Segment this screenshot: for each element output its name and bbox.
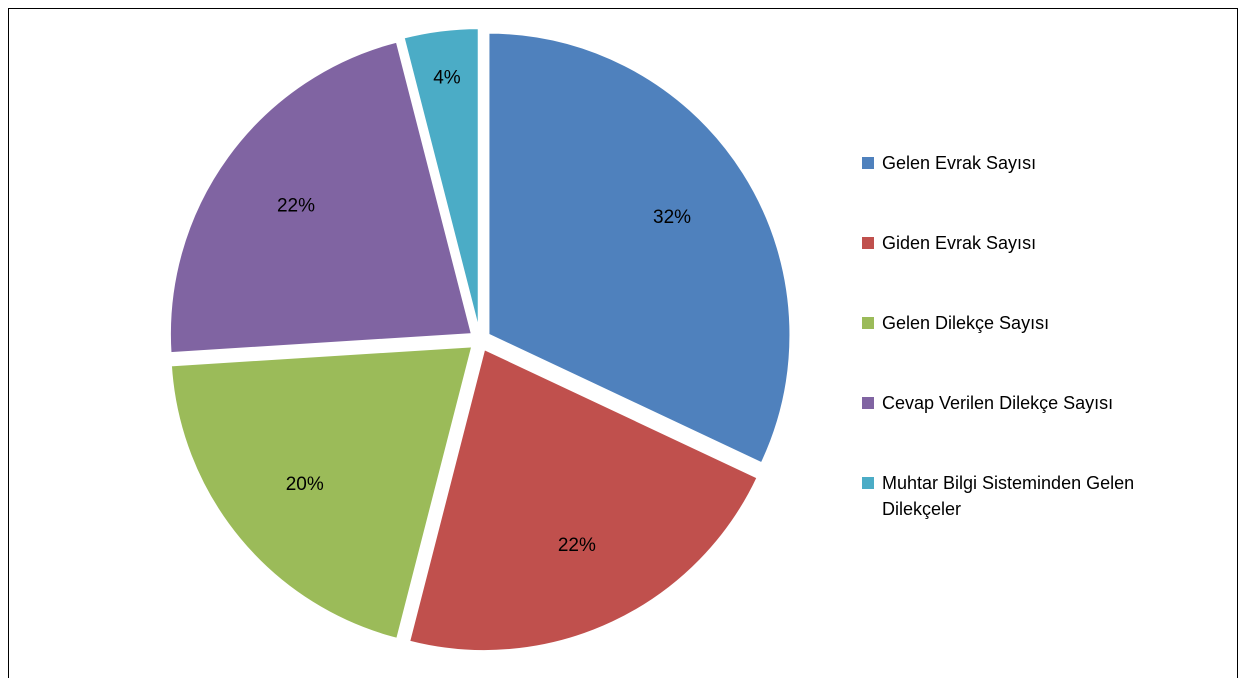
legend-item: Cevap Verilen Dilekçe Sayısı (862, 390, 1162, 416)
legend-label: Gelen Evrak Sayısı (882, 153, 1037, 173)
legend-item: Gelen Dilekçe Sayısı (862, 310, 1162, 336)
pie-slice (168, 40, 474, 355)
legend-label: Gelen Dilekçe Sayısı (882, 313, 1050, 333)
legend-item: Gelen Evrak Sayısı (862, 150, 1162, 176)
pie-slice (169, 345, 474, 641)
legend: Gelen Evrak Sayısı Giden Evrak Sayısı Gele… (862, 150, 1162, 576)
legend-swatch (862, 317, 874, 329)
data-label: 32% (653, 207, 691, 228)
legend-swatch (862, 157, 874, 169)
legend-label: Muhtar Bilgi Sisteminden Gelen Dilekçele… (882, 473, 1135, 519)
pie-slice (407, 347, 759, 653)
legend-swatch (862, 397, 874, 409)
chart-frame (8, 8, 1238, 678)
data-label: 4% (433, 67, 461, 88)
pie-slice (402, 27, 480, 331)
legend-swatch (862, 237, 874, 249)
legend-swatch (862, 477, 874, 489)
data-label: 22% (558, 535, 596, 556)
pie-slice (487, 31, 792, 465)
data-label: 20% (286, 474, 324, 495)
data-label: 22% (277, 195, 315, 216)
legend-label: Cevap Verilen Dilekçe Sayısı (882, 393, 1114, 413)
legend-label: Giden Evrak Sayısı (882, 233, 1037, 253)
legend-item: Muhtar Bilgi Sisteminden Gelen Dilekçele… (862, 470, 1162, 522)
legend-item: Giden Evrak Sayısı (862, 230, 1162, 256)
